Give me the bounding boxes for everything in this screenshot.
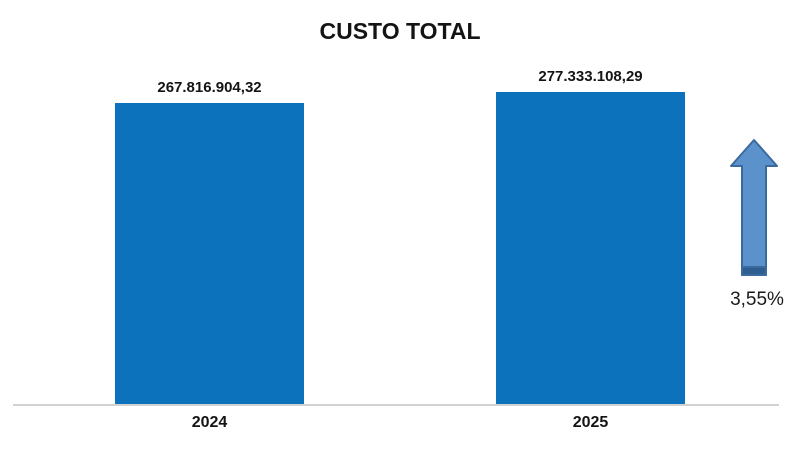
bar-2025 bbox=[496, 92, 685, 405]
up-arrow-base-band bbox=[741, 266, 767, 276]
up-arrow-icon bbox=[730, 139, 778, 276]
up-arrow-shape bbox=[730, 139, 778, 276]
bar-2024 bbox=[115, 103, 304, 405]
value-label-2024: 267.816.904,32 bbox=[157, 79, 262, 96]
category-label-2025: 2025 bbox=[572, 414, 609, 431]
percent-change-label: 3,55% bbox=[730, 289, 784, 310]
value-label-2025: 277.333.108,29 bbox=[538, 68, 643, 85]
x-axis-line bbox=[13, 404, 779, 406]
chart-title: CUSTO TOTAL bbox=[319, 18, 481, 44]
category-label-2024: 2024 bbox=[191, 414, 228, 431]
